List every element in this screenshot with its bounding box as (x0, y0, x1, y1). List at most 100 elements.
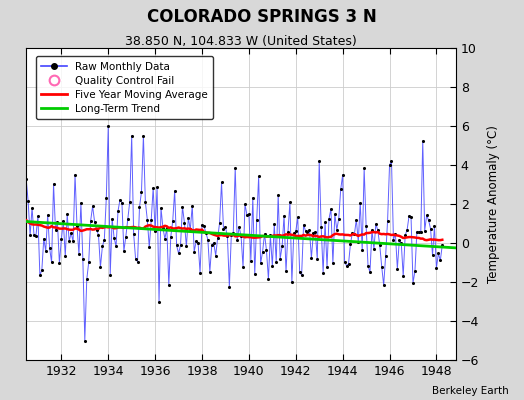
Point (282, 268, 290, 275)
Point (278, 243, 286, 250)
Point (263, 247, 271, 254)
Point (208, 242, 216, 248)
Point (104, 123, 113, 129)
Point (290, 230, 298, 236)
Point (84, 259, 93, 266)
Point (49, 181, 58, 187)
Point (178, 204, 187, 210)
Point (18, 225, 27, 232)
Point (16, 177, 25, 184)
Point (205, 269, 214, 275)
Point (268, 263, 277, 269)
Point (360, 165, 368, 172)
Point (221, 224, 230, 230)
Point (264, 276, 272, 282)
Point (341, 259, 349, 265)
Point (51, 227, 60, 233)
Point (40, 236, 48, 242)
Point (241, 201, 249, 207)
Point (112, 243, 120, 249)
Point (38, 267, 46, 274)
Point (403, 227, 411, 233)
Point (258, 249, 267, 255)
Point (147, 217, 156, 223)
Point (215, 220, 224, 226)
Point (32, 232, 40, 239)
Point (182, 243, 191, 250)
Point (96, 264, 105, 270)
Point (92, 226, 101, 233)
Point (323, 264, 331, 270)
Legend: Raw Monthly Data, Quality Control Fail, Five Year Moving Average, Long-Term Tren: Raw Monthly Data, Quality Control Fail, … (36, 56, 213, 119)
Point (374, 227, 382, 234)
Text: COLORADO SPRINGS 3 N: COLORADO SPRINGS 3 N (147, 8, 377, 26)
Point (256, 260, 265, 266)
Point (274, 192, 282, 198)
Point (132, 256, 140, 262)
Point (170, 188, 179, 194)
Point (284, 228, 292, 235)
Point (438, 242, 446, 248)
Point (204, 236, 212, 243)
Point (303, 229, 312, 236)
Point (424, 217, 433, 224)
Point (81, 337, 89, 344)
Point (334, 215, 343, 222)
Point (220, 226, 228, 232)
Point (167, 234, 175, 240)
Point (65, 238, 73, 244)
Point (172, 242, 181, 249)
Y-axis label: Temperature Anomaly (°C): Temperature Anomaly (°C) (487, 125, 500, 283)
Point (202, 230, 210, 236)
Point (286, 199, 294, 206)
Point (225, 284, 234, 290)
Point (432, 265, 441, 271)
Point (124, 216, 132, 222)
Point (165, 282, 173, 288)
Point (137, 189, 146, 195)
Point (309, 230, 318, 236)
Point (149, 185, 157, 191)
Point (387, 158, 396, 164)
Point (245, 211, 253, 217)
Point (36, 272, 44, 278)
Point (376, 242, 384, 249)
Point (200, 223, 208, 229)
Title: 38.850 N, 104.833 W (United States): 38.850 N, 104.833 W (United States) (125, 35, 357, 48)
Point (315, 158, 323, 164)
Point (237, 233, 245, 239)
Point (288, 279, 296, 285)
Point (391, 231, 400, 237)
Point (141, 199, 149, 205)
Point (339, 172, 347, 178)
Point (319, 270, 328, 276)
Point (381, 253, 390, 259)
Point (162, 225, 171, 231)
Point (223, 233, 232, 240)
Point (26, 232, 34, 238)
Point (385, 162, 394, 168)
Point (122, 234, 130, 240)
Point (129, 230, 138, 237)
Point (116, 196, 124, 203)
Point (47, 259, 56, 266)
Point (28, 204, 36, 211)
Point (89, 203, 97, 209)
Point (161, 236, 169, 242)
Point (55, 260, 63, 266)
Point (133, 258, 141, 265)
Point (397, 240, 406, 246)
Point (325, 216, 333, 222)
Point (20, 225, 28, 232)
Point (393, 266, 401, 272)
Point (384, 217, 392, 224)
Point (94, 232, 103, 238)
Point (305, 227, 314, 233)
Point (298, 272, 306, 278)
Point (57, 236, 66, 242)
Point (368, 227, 376, 233)
Point (73, 222, 81, 229)
Point (126, 199, 134, 205)
Point (233, 237, 242, 243)
Point (272, 259, 280, 266)
